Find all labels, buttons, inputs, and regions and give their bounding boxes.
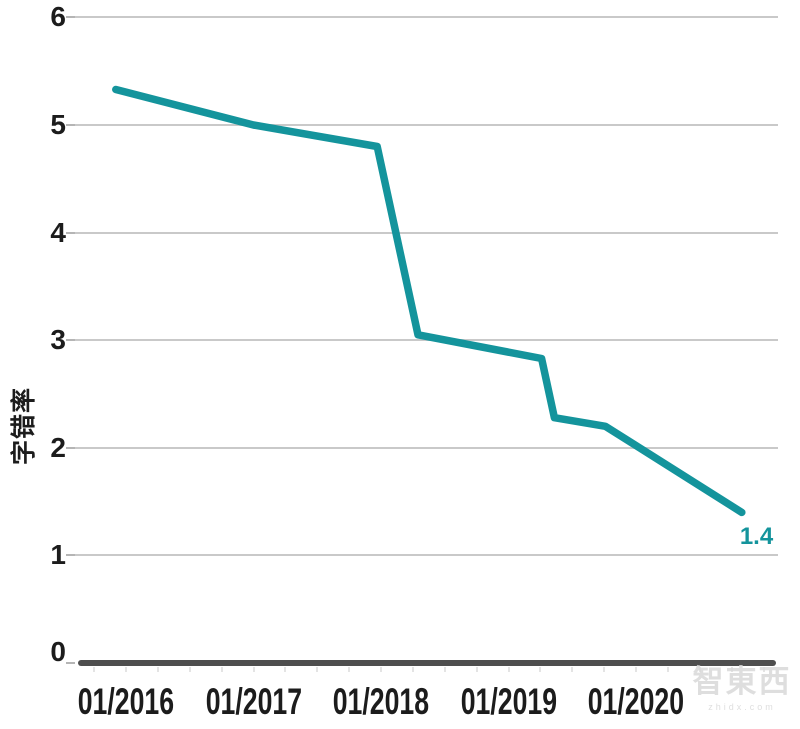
y-tick-mark xyxy=(66,124,75,126)
y-tick-label: 4 xyxy=(50,216,66,248)
x-minor-tick xyxy=(730,667,733,672)
series-line xyxy=(112,85,746,517)
y-tick-mark xyxy=(66,554,75,557)
x-minor-tick xyxy=(762,667,765,672)
x-minor-tick xyxy=(411,667,414,672)
y-tick-label: 5 xyxy=(50,109,66,140)
x-minor-tick xyxy=(316,667,319,672)
gridline xyxy=(74,554,778,557)
y-tick-label: 3 xyxy=(50,324,66,356)
y-tick-label: 6 xyxy=(50,1,66,33)
x-minor-tick xyxy=(284,667,287,672)
x-minor-tick xyxy=(603,667,606,672)
x-minor-tick xyxy=(188,667,191,672)
y-tick-mark xyxy=(66,16,75,19)
y-tick-label: 1 xyxy=(50,539,66,571)
gridline xyxy=(74,231,778,234)
y-tick-mark xyxy=(66,446,75,449)
x-tick-label: 01/2020 xyxy=(556,681,716,723)
x-minor-tick xyxy=(348,667,351,672)
gridline xyxy=(74,339,778,342)
watermark-domain: zhidx.com xyxy=(708,702,776,712)
y-tick-label: 2 xyxy=(50,431,66,463)
x-minor-tick xyxy=(666,667,669,672)
x-minor-tick xyxy=(443,667,446,672)
x-tick-label: 01/2017 xyxy=(174,681,334,723)
x-tick-label-text: 01/2017 xyxy=(205,681,302,722)
gridline xyxy=(74,16,778,19)
watermark: 智東西 zhidx.com xyxy=(684,662,800,712)
x-minor-tick xyxy=(475,667,478,672)
x-tick-label-text: 01/2016 xyxy=(77,681,175,722)
x-tick-label-text: 01/2019 xyxy=(460,681,557,722)
watermark-logo-text: 智東西 xyxy=(692,664,792,699)
x-minor-tick xyxy=(156,667,159,672)
x-minor-tick xyxy=(93,667,96,672)
gridline xyxy=(74,446,778,449)
end-value-label: 1.4 xyxy=(739,523,774,551)
y-axis-title: 字错率 xyxy=(10,386,38,466)
x-tick-label-text: 01/2018 xyxy=(332,681,430,722)
x-tick-label-text: 01/2020 xyxy=(587,681,685,722)
x-minor-tick xyxy=(635,667,637,672)
x-minor-tick xyxy=(380,667,382,672)
y-tick-mark xyxy=(66,231,75,234)
y-tick-mark xyxy=(66,662,75,664)
x-minor-tick xyxy=(252,667,255,672)
gridline xyxy=(74,124,778,126)
x-minor-tick xyxy=(571,667,574,672)
y-tick-mark xyxy=(66,339,75,342)
x-axis-line xyxy=(78,660,776,666)
x-minor-tick xyxy=(507,667,510,672)
x-minor-tick xyxy=(220,667,223,672)
x-minor-tick xyxy=(698,667,701,672)
x-minor-tick xyxy=(539,667,542,672)
x-tick-label: 01/2019 xyxy=(429,681,589,723)
x-tick-label: 01/2016 xyxy=(46,681,206,723)
x-minor-tick xyxy=(125,667,127,672)
x-tick-label: 01/2018 xyxy=(301,681,461,723)
y-tick-label: 0 xyxy=(50,636,66,667)
